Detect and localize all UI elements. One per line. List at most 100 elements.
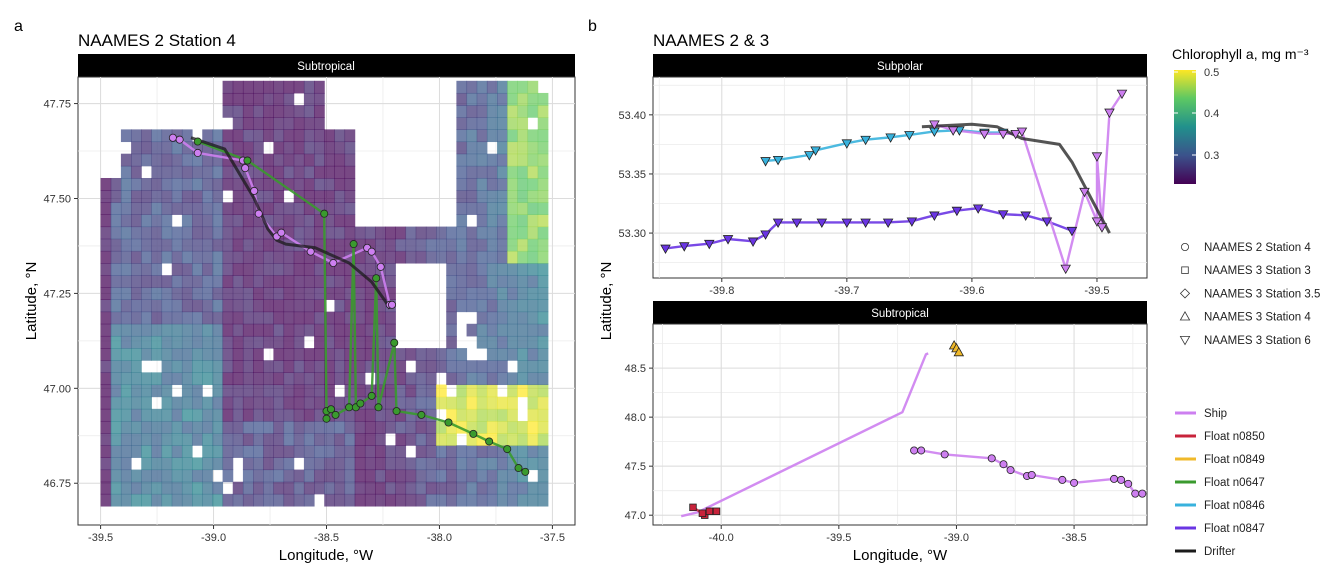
x-tick-label: -38.0 [427,532,452,544]
heat-cell [517,323,529,337]
point-float-n0847 [1066,226,1078,237]
heat-cell [537,226,549,240]
heat-cell [314,372,325,386]
point-ship [306,247,315,256]
heat-cell [120,299,132,313]
heat-cell [436,396,447,410]
heat-cell [324,372,335,386]
point-ship [1079,187,1090,198]
heat-cell [466,372,478,386]
heat-cell [151,311,163,325]
point-float-n0847 [997,210,1009,220]
heat-cell [161,250,173,264]
heat-cell [324,323,335,337]
heat-cell [263,469,274,483]
heat-cell [466,384,478,398]
point-ship [1096,223,1108,233]
heat-cell [242,238,254,252]
heat-cell [242,372,254,386]
heat-cell [181,457,193,471]
panel-b-bottom: Subtropical -40.0 -39.5 -39.0 -38.5 47.0 47.5… [625,301,1148,544]
heat-cell [466,433,478,446]
point-ship-naames-2-station-4- [917,446,926,455]
heat-cell [222,433,234,446]
heat-cell [253,141,264,155]
heat-cell [120,420,132,434]
heat-cell [314,445,325,458]
heat-cell [344,214,356,228]
heat-cell [263,92,274,106]
heat-cell [151,153,163,167]
heat-cell [425,372,437,386]
heat-cell [283,396,295,410]
heat-cell [232,202,244,215]
heat-cell [181,372,193,386]
heat-cell [283,372,295,386]
heat-cell [161,469,173,483]
heat-cell [425,226,437,240]
heat-cell [395,469,407,483]
heat-cell [202,287,213,300]
heat-cell [242,469,254,483]
heat-cell [517,275,529,288]
heat-cell [181,396,193,410]
heat-cell [242,299,254,313]
heat-cell [100,250,112,264]
heat-cell [120,481,132,495]
heat-cell [456,92,468,106]
heat-cell [202,481,213,495]
heat-cell [436,457,447,471]
heat-cell [202,335,213,349]
heat-cell [293,177,305,191]
heat-cell [507,129,518,143]
heat-cell [141,226,152,240]
heat-cell [314,396,325,410]
heat-cell [537,360,549,373]
heat-cell [456,481,468,495]
heat-cell [161,226,173,240]
heat-cell [263,433,274,446]
x-tick-label: -39.8 [709,285,734,297]
heat-cell [100,190,112,203]
heat-cell [344,263,356,276]
heat-cell [527,384,539,398]
y-tick-label: 46.75 [43,478,71,490]
y-tick-label: 47.75 [43,99,71,111]
heat-cell [354,493,366,507]
heat-cell [161,238,173,252]
heat-cell [283,214,295,228]
heat-cell [303,238,315,252]
point-float-n0847 [972,204,984,214]
point-float-n0647 [485,437,494,446]
heat-cell [222,445,234,458]
heat-cell [110,457,122,471]
heat-cell [120,433,132,446]
heat-cell [314,129,325,143]
heat-cell [527,214,539,228]
heat-cell [507,420,518,434]
heat-cell [293,202,305,215]
heat-cell [283,323,295,337]
heat-cell [100,299,112,313]
heat-cell [263,275,274,288]
heat-cell [375,408,386,422]
heat-cell [222,165,234,179]
panel-a-letter: a [14,18,23,35]
heat-cell [436,420,447,434]
heat-cell [303,80,315,94]
heat-cell [344,190,356,203]
heat-cell [131,408,142,422]
point-float-n0847 [860,218,871,229]
heat-cell [192,177,203,191]
heat-cell [476,190,488,203]
colorbar-tick-label: 0.3 [1204,150,1219,162]
heat-cell [537,493,549,507]
heat-cell [324,493,335,507]
heat-cell [222,323,234,337]
heat-cell [293,396,305,410]
point-ship [1060,264,1071,275]
heat-cell [344,481,356,495]
heat-cell [273,153,285,167]
heat-cell [141,141,152,155]
heat-cell [486,493,498,507]
